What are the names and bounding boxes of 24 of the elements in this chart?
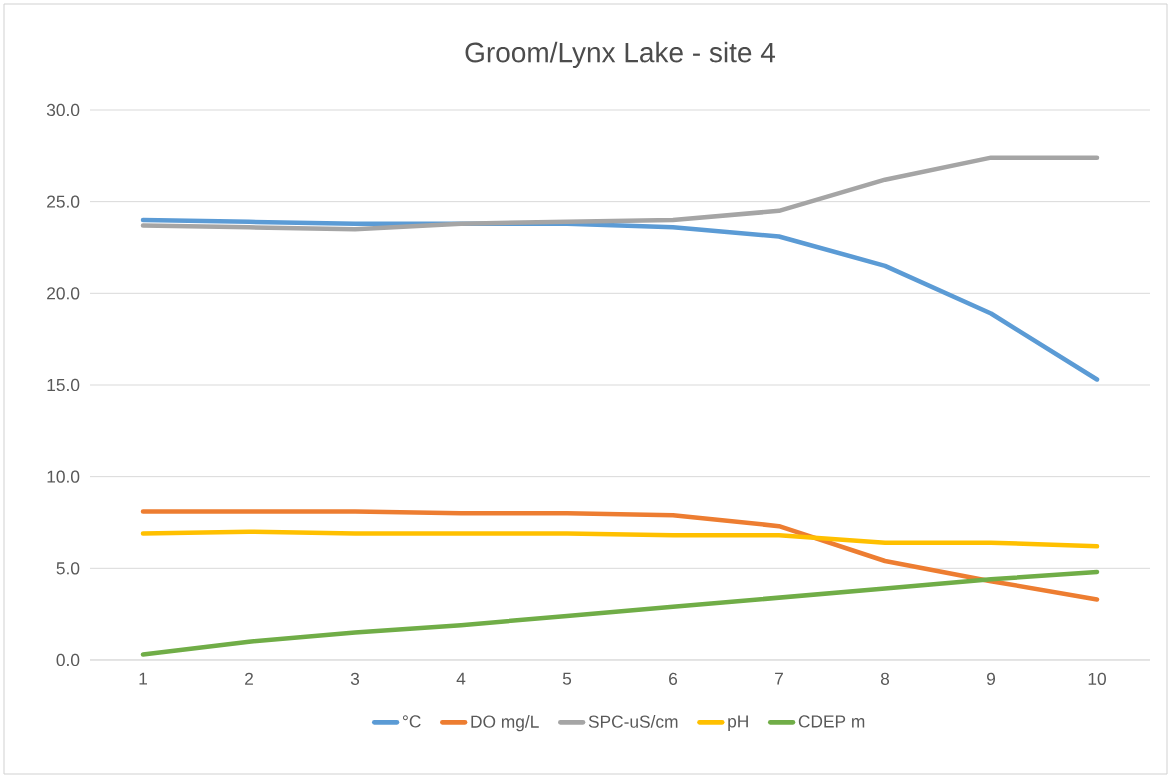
y-tick-label: 5.0 <box>56 562 80 575</box>
y-tick-label: 30.0 <box>46 103 80 117</box>
x-tick-label: 10 <box>1088 672 1106 685</box>
y-tick-label: 0.0 <box>56 653 80 667</box>
y-tick-label: 25.0 <box>47 195 80 208</box>
x-tick-label: 2 <box>245 672 253 685</box>
legend-label: SPC-uS/cm <box>588 715 678 728</box>
chart-title: Groom/Lynx Lake - site 4 <box>465 41 776 68</box>
x-tick-label: 6 <box>669 672 678 685</box>
x-tick-label: 5 <box>562 672 572 685</box>
legend-label: CDEP m <box>798 715 865 728</box>
legend-label: DO mg/L <box>471 715 539 732</box>
x-tick-label: 9 <box>987 672 996 685</box>
x-tick-label: 7 <box>775 672 783 685</box>
y-tick-label: 20.0 <box>47 287 80 300</box>
y-tick-label: 15.0 <box>47 378 80 392</box>
x-tick-label: 4 <box>456 672 466 685</box>
x-tick-label: 8 <box>880 672 890 685</box>
legend-label: pH <box>728 715 748 731</box>
y-tick-label: 10.0 <box>47 470 80 483</box>
legend-label: °C <box>402 715 421 728</box>
x-tick-label: 3 <box>350 672 360 685</box>
line-series <box>140 155 1100 232</box>
x-tick-label: 1 <box>139 672 147 685</box>
